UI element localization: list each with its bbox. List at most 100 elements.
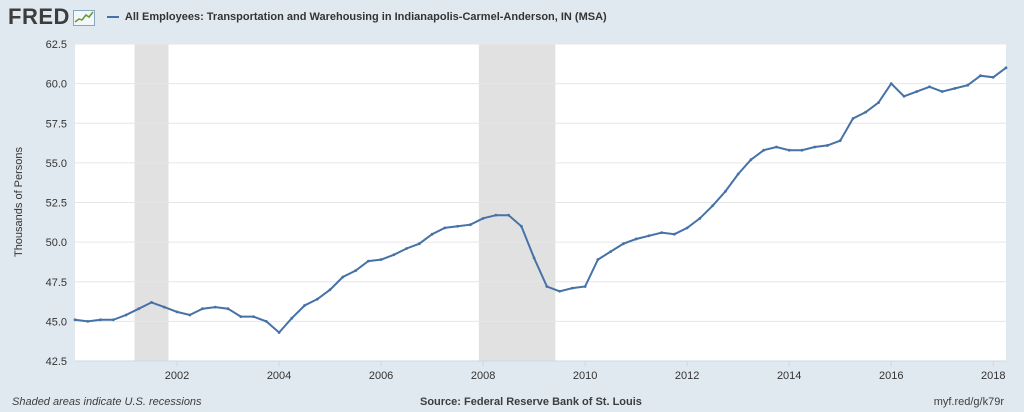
fred-logo[interactable]: FRED <box>8 4 70 29</box>
x-tick-label: 2018 <box>981 370 1005 382</box>
data-point-2018-01 <box>991 75 995 79</box>
data-point-2017-07 <box>966 83 970 87</box>
data-point-2011-07 <box>660 231 664 235</box>
x-axis-ticks: 2002 2004 2006 2008 2010 2012 2014 2016 2018 <box>75 360 1006 382</box>
data-point-2006-01 <box>379 258 383 261</box>
data-point-2008-07 <box>507 213 511 217</box>
data-point-2000-07 <box>99 318 102 322</box>
data-point-2014-01 <box>787 148 791 152</box>
data-point-2017-01 <box>940 90 944 93</box>
data-points <box>73 66 1008 334</box>
data-point-2012-10 <box>724 190 727 193</box>
recession-note: Shaded areas indicate U.S. recessions <box>12 396 202 408</box>
data-point-2009-10 <box>570 286 574 290</box>
data-point-2007-07 <box>456 224 460 228</box>
data-point-2009-01 <box>532 256 536 260</box>
data-point-2004-01 <box>277 331 281 334</box>
data-point-2003-07 <box>252 315 255 319</box>
fred-graph-icon <box>72 10 95 26</box>
data-point-2014-04 <box>800 148 804 152</box>
y-tick-label: 42.5 <box>46 356 67 368</box>
x-tick-label: 2014 <box>777 370 801 382</box>
data-point-2003-10 <box>264 319 268 323</box>
chart-header: FRED All Employees: Transportation and W… <box>8 4 607 29</box>
data-point-2001-07 <box>150 300 153 304</box>
data-point-2014-07 <box>813 145 817 149</box>
data-point-2010-01 <box>583 285 587 288</box>
data-point-2006-04 <box>392 253 396 257</box>
data-point-2004-04 <box>290 316 294 320</box>
data-point-2010-07 <box>609 250 613 254</box>
data-point-2001-01 <box>124 313 128 317</box>
data-point-2012-07 <box>711 204 715 208</box>
data-point-2001-10 <box>162 305 166 309</box>
y-tick-label: 50.0 <box>46 237 67 249</box>
data-point-2015-01 <box>838 139 842 143</box>
y-tick-label: 47.5 <box>46 277 67 289</box>
data-point-2005-07 <box>354 269 357 273</box>
data-point-2011-04 <box>647 234 651 238</box>
data-point-2009-04 <box>545 285 549 288</box>
data-point-2010-10 <box>621 242 625 246</box>
x-tick-label: 2006 <box>369 370 393 382</box>
data-point-2002-10 <box>213 305 217 309</box>
x-tick-label: 2002 <box>165 370 189 382</box>
data-point-2016-01 <box>889 82 893 86</box>
data-point-2004-07 <box>303 304 306 307</box>
data-point-2016-10 <box>928 85 931 89</box>
data-point-2013-07 <box>762 148 766 152</box>
y-tick-label: 52.5 <box>46 198 67 210</box>
data-point-2012-04 <box>698 216 702 220</box>
y-tick-label: 57.5 <box>46 118 67 130</box>
data-point-2002-01 <box>175 310 179 314</box>
data-point-2016-04 <box>902 94 906 98</box>
data-point-2007-04 <box>443 226 447 230</box>
legend-swatch <box>106 16 119 18</box>
data-point-2006-07 <box>405 247 408 250</box>
data-point-2015-04 <box>851 117 855 120</box>
data-point-2013-10 <box>775 145 778 149</box>
data-point-2009-07 <box>558 289 562 293</box>
data-point-2007-01 <box>430 232 434 236</box>
data-point-2005-04 <box>341 275 345 279</box>
data-point-2003-04 <box>239 315 243 319</box>
data-point-2017-04 <box>953 86 957 90</box>
data-point-2016-07 <box>915 90 919 93</box>
data-point-2002-04 <box>188 313 192 317</box>
data-point-2007-10 <box>468 223 472 227</box>
series-line[interactable] <box>74 66 1007 334</box>
data-point-2010-04 <box>596 258 600 261</box>
data-point-2006-10 <box>417 242 421 246</box>
data-point-2015-10 <box>877 101 880 105</box>
data-point-2003-01 <box>226 307 230 311</box>
y-axis-label: Thousands of Persons <box>13 146 25 257</box>
x-tick-label: 2008 <box>471 370 495 382</box>
data-point-2008-04 <box>494 213 498 217</box>
short-url-link[interactable]: myf.red/g/k79r <box>933 396 1004 408</box>
data-point-2000-10 <box>111 318 115 322</box>
data-point-2014-10 <box>826 144 829 147</box>
data-point-2000-01 <box>73 318 77 322</box>
data-point-2005-10 <box>366 259 370 263</box>
data-point-2004-10 <box>315 297 319 301</box>
data-point-2008-01 <box>481 216 485 220</box>
source-credit: Source: Federal Reserve Bank of St. Loui… <box>420 396 642 408</box>
data-point-2011-01 <box>634 237 638 241</box>
data-point-2000-04 <box>86 319 90 323</box>
x-tick-label: 2012 <box>675 370 699 382</box>
data-point-2011-10 <box>673 232 676 236</box>
data-point-2013-01 <box>736 172 740 176</box>
data-point-2015-07 <box>864 110 868 114</box>
data-point-2012-01 <box>685 226 689 230</box>
x-tick-label: 2004 <box>267 370 291 382</box>
y-tick-label: 55.0 <box>46 158 67 170</box>
data-point-2017-10 <box>979 74 982 78</box>
data-point-2005-01 <box>328 288 332 292</box>
x-tick-label: 2016 <box>879 370 903 382</box>
data-point-2018-04 <box>1004 66 1008 70</box>
y-tick-label: 45.0 <box>46 316 67 328</box>
data-point-2001-04 <box>137 307 141 311</box>
y-tick-label: 60.0 <box>46 79 67 91</box>
x-tick-label: 2010 <box>573 370 597 382</box>
